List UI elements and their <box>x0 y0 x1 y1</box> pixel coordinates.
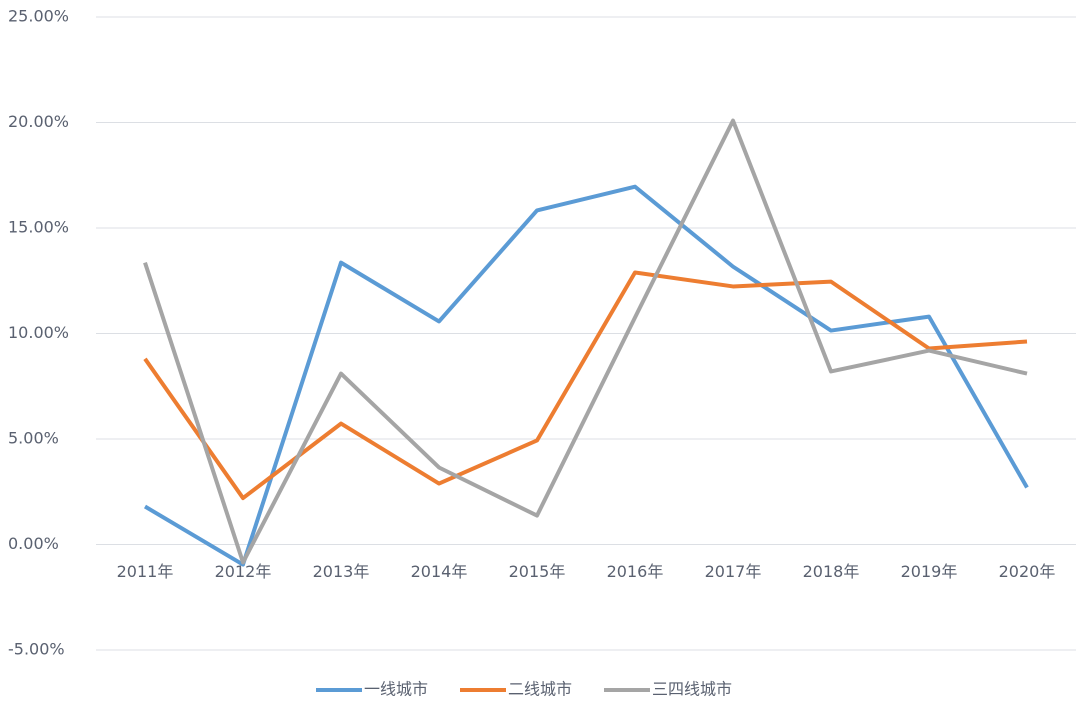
x-tick-label: 2014年 <box>411 562 468 581</box>
y-tick-label: 15.00% <box>8 218 69 237</box>
x-tick-label: 2019年 <box>901 562 958 581</box>
y-tick-label: 25.00% <box>8 7 69 26</box>
x-tick-label: 2017年 <box>705 562 762 581</box>
x-tick-label: 2018年 <box>803 562 860 581</box>
y-tick-label: 10.00% <box>8 323 69 342</box>
x-tick-label: 2012年 <box>215 562 272 581</box>
x-tick-label: 2013年 <box>313 562 370 581</box>
y-tick-label: 5.00% <box>8 429 59 448</box>
series-line <box>143 118 1028 565</box>
legend-label: 二线城市 <box>508 680 572 699</box>
series-line <box>143 270 1028 501</box>
legend-label: 三四线城市 <box>652 680 732 699</box>
x-tick-label: 2015年 <box>509 562 566 581</box>
x-tick-label: 2020年 <box>999 562 1056 581</box>
y-tick-label: 0.00% <box>8 534 59 553</box>
x-tick-label: 2011年 <box>117 562 174 581</box>
y-tick-label: 20.00% <box>8 112 69 131</box>
series-line <box>143 184 1029 567</box>
legend-label: 一线城市 <box>364 680 428 699</box>
y-tick-label: -5.00% <box>8 640 65 659</box>
x-tick-label: 2016年 <box>607 562 664 581</box>
